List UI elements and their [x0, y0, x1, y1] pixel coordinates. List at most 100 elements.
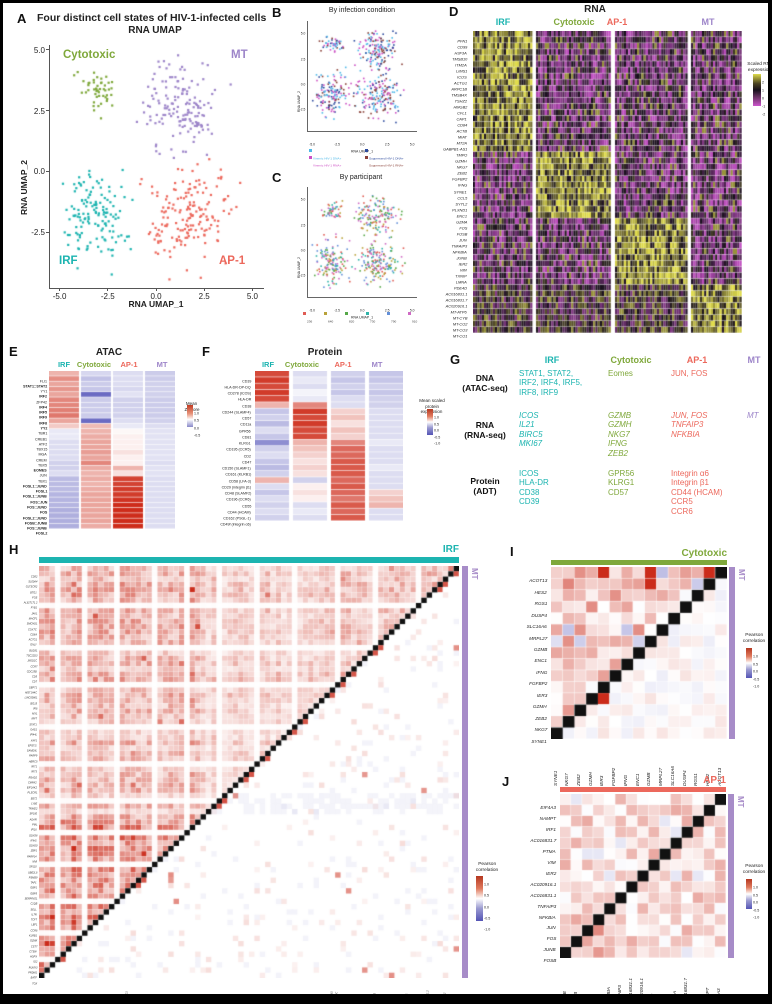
cvF-row-label-wrap: CD278 (ICOS) — [151, 382, 251, 400]
cvJ-col-label-wrap: AC020916.1 — [640, 978, 645, 994]
h-col-label-wrap: XAF1 — [287, 995, 302, 1004]
h-row-label-wrap: COX7C — [3, 618, 37, 636]
h-col-label: CCR7 — [362, 997, 366, 1004]
a-ylabel: RNA UMAP_2 — [19, 160, 29, 215]
cvJ-col-label-wrap: FOS — [585, 995, 597, 1004]
a-y-tick-label: 0.0 — [33, 167, 45, 177]
cvF-row-label-wrap: CD39 — [151, 370, 251, 388]
legend-tick-label-wrap: 0.0 — [753, 660, 768, 678]
g-row-header: DNA (ATAC-seq) — [462, 373, 508, 393]
d-gene-label: ACTG1 — [453, 81, 467, 86]
cvE-row-label-wrap: FOS::JUN — [3, 491, 47, 509]
h-col-label-wrap: CD8A — [395, 995, 411, 1004]
h-row-label-wrap: GBP5 — [3, 882, 37, 900]
h-row-label-wrap: LY6E — [3, 792, 37, 810]
g-row-header: RNA (RNA-seq) — [464, 420, 506, 440]
h-row-label: CCR6 — [30, 929, 37, 932]
d-gene-label: MT-CO1 — [452, 335, 467, 340]
c-legend-label: 820 — [349, 320, 355, 324]
cvJ-row-label-wrap: IRF1 — [476, 818, 556, 836]
h-row-label-wrap: CD7 — [3, 670, 37, 688]
h-col-label-wrap: CMPK2 — [244, 995, 265, 1004]
h-row-label-wrap: IFIH1 — [3, 829, 37, 847]
d-gene-label-wrap: CFL1 — [409, 102, 467, 120]
b-legend-label-wrap: Viremic HIV-1 RNA+ — [313, 154, 369, 172]
cvI-row-label: GZMH — [533, 704, 547, 710]
cvI-row-label-wrap: GZMH — [467, 695, 547, 713]
h-row-label: XAF1 — [30, 739, 37, 742]
h-row-label: HERC5 — [28, 760, 37, 763]
h-col-label: DDX60 — [179, 995, 183, 1004]
cvJ-row-label-wrap: FOSB — [476, 949, 556, 967]
h-row-label: MX1 — [31, 712, 37, 716]
h-col-label-wrap: ISG15 — [325, 995, 342, 1004]
h-col-label-wrap: IRF7 — [309, 995, 322, 1004]
cvJ-row-label-wrap: EIF4A3 — [476, 796, 556, 814]
h-col-label: SERPING1 — [125, 991, 129, 1004]
h-row-label-wrap: S100A4 — [3, 570, 37, 588]
cvI-row-label: IER3 — [536, 693, 547, 699]
cvF-row-label-wrap: CD29 (integrin β1) — [151, 476, 251, 494]
cvE-row-label-wrap: FOS — [3, 501, 47, 519]
h-col-label: TSC22D3 — [373, 992, 377, 1004]
cvF-row-label-wrap: CD195 (CCR5) — [151, 438, 251, 456]
cvE-row-label: IRF8 — [39, 421, 47, 426]
h-col-label: BUD31 — [379, 995, 382, 1004]
cvF-row-label: CD195 (CCR5) — [226, 448, 251, 453]
g-cell: ICOS IL21 BIRC5 MKI67 — [519, 411, 543, 449]
h-col-label: CD7 — [346, 998, 350, 1004]
h-row-label-wrap: SERPING1 — [3, 887, 37, 905]
h-row-label-wrap: PSMB9 — [3, 866, 37, 884]
h-col-label-wrap: DDX58 — [191, 995, 210, 1004]
h-row-label-wrap: ISG15 — [3, 692, 37, 710]
cvE-row-label: MGA — [38, 453, 47, 458]
c-legend-dot — [345, 312, 348, 315]
cvJ-top-bar — [560, 787, 726, 792]
col-header-Cytotoxic: Cytotoxic — [76, 360, 112, 369]
h-row-label: PLSCR1 — [27, 792, 37, 795]
a-x-tickmark — [203, 288, 205, 291]
a-x-tick-label: -2.5 — [100, 292, 115, 301]
cvI-row-label-wrap: GZMB — [467, 638, 547, 656]
h-col-label: ISG15 — [325, 996, 328, 1004]
legend-title: Mean scaled — [419, 398, 445, 404]
d-gene-label: LMNA — [456, 281, 467, 286]
cvJ-col-label: PTMA — [673, 990, 678, 1004]
h-col-label: IFIT1 — [260, 998, 264, 1004]
h-col-label: GLTSCR2 — [443, 992, 447, 1004]
h-col-label-wrap: MX1 — [314, 995, 326, 1004]
d-gene-label-wrap: FGFBP2 — [409, 168, 467, 186]
legend-tick-label: 0.0 — [753, 901, 759, 905]
legend-tick-label: -0.5 — [484, 916, 491, 921]
h-row-label-wrap: IFI16 — [3, 818, 37, 836]
h-row-label: SERPING1 — [24, 897, 37, 901]
small-y-tick-label: -2.5 — [299, 274, 305, 279]
legend-tick-label-wrap: -1 — [762, 95, 768, 113]
h-row-label: IFI44L — [29, 733, 37, 737]
h-col-label-wrap: LY6E — [223, 995, 237, 1004]
h-row-label-wrap: ID2 — [3, 950, 37, 968]
h-row-label-wrap: PARP9 — [3, 744, 37, 762]
cvI-row-label: HES2 — [534, 590, 547, 595]
h-col-label-wrap: SP110 — [158, 995, 176, 1004]
d-gene-label: TNFAIP3 — [451, 244, 467, 249]
h-col-label-wrap: PARP9 — [271, 995, 290, 1004]
cvJ-col-label-wrap: IER2 — [651, 994, 656, 995]
cvF-row-label: CD162 (PSGL-1) — [223, 517, 251, 521]
cvF-row-label-wrap: CD48 (SLAMF2) — [151, 482, 251, 500]
h-col-label: LY6E — [222, 998, 226, 1004]
h-col-label: LINC00861 — [330, 991, 334, 1004]
legend-tick-label: 1.0 — [434, 416, 440, 420]
h-col-label: BATF — [45, 997, 48, 1004]
small-x-tick-label-wrap: 2.5 — [374, 133, 400, 151]
h-col-label: PLSCR1 — [233, 994, 237, 1004]
h-row-label: ACTG1 — [28, 638, 37, 642]
h-col-label: SMCHD1 — [405, 993, 409, 1004]
h-row-label-wrap: BTG1 — [3, 581, 37, 599]
h-col-label: BST2 — [228, 997, 231, 1004]
h-col-label-wrap: RUNX3 — [56, 995, 76, 1004]
h-row-label: GZMK — [29, 939, 37, 943]
cvE-row-label-wrap: IRF9 — [3, 406, 47, 424]
h-col-label: CCR6 — [93, 997, 97, 1004]
h-row-label: JAK1 — [30, 612, 37, 616]
